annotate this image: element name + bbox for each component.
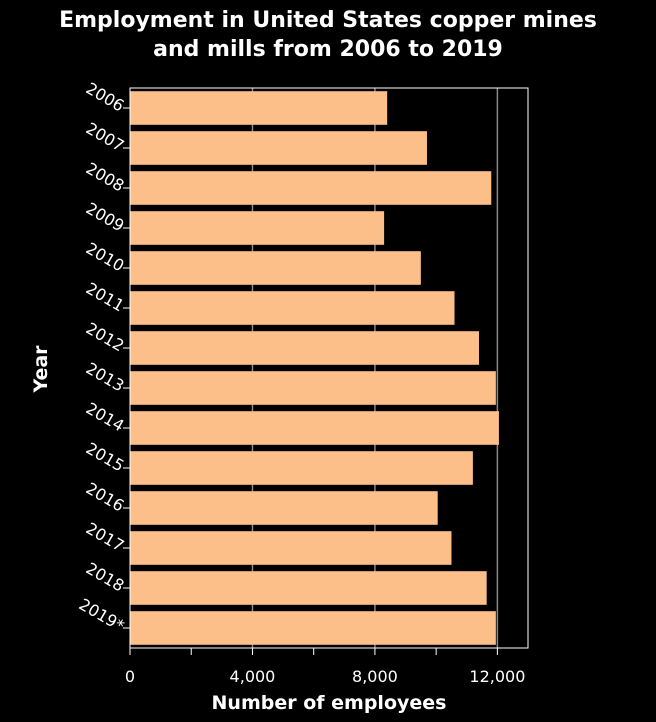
bar-2011 <box>130 291 455 325</box>
y-tick-label: 2008 <box>83 159 128 196</box>
y-tick-label: 2013 <box>83 359 128 396</box>
y-tick-label: 2009 <box>83 199 128 236</box>
bar-2016 <box>130 491 438 525</box>
y-tick-label: 2017 <box>83 519 128 556</box>
bar-2019* <box>130 611 496 645</box>
bar-2009 <box>130 211 385 245</box>
chart-title: Employment in United States copper mines… <box>59 8 597 62</box>
bar-2013 <box>130 371 496 405</box>
bar-2010 <box>130 251 421 285</box>
bar-2015 <box>130 451 473 485</box>
x-tick-label: 8,000 <box>352 667 398 686</box>
axes <box>129 87 529 649</box>
y-tick-label: 2012 <box>83 319 128 356</box>
bar-2008 <box>130 171 492 205</box>
x-tick-label: 4,000 <box>230 667 276 686</box>
plot-frame <box>129 87 529 649</box>
x-axis-title: Number of employees <box>212 692 447 714</box>
y-axis-title: Year <box>30 345 52 394</box>
x-tick-labels: 0 4,000 8,000 12,000 <box>125 648 525 686</box>
bar-2018 <box>130 571 487 605</box>
y-tick-label: 2010 <box>83 239 128 276</box>
bar-2017 <box>130 531 452 565</box>
x-tick-label: 0 <box>125 667 135 686</box>
bar-2006 <box>130 91 388 125</box>
y-tick-label: 2016 <box>83 479 128 516</box>
bars <box>130 91 499 645</box>
bar-2014 <box>130 411 499 445</box>
y-tick-label: 2014 <box>83 399 128 436</box>
y-tick-label: 2006 <box>83 79 128 116</box>
y-tick-label: 2011 <box>83 279 128 316</box>
y-tick-labels: 2006200720082009201020112012201320142015… <box>76 79 130 636</box>
y-tick-label: 2018 <box>83 559 128 596</box>
x-tick-label: 12,000 <box>469 667 525 686</box>
y-tick-label: 2019* <box>76 595 128 636</box>
bar-2012 <box>130 331 480 365</box>
y-tick-label: 2015 <box>83 439 128 476</box>
y-tick-label: 2007 <box>83 119 128 156</box>
bar-2007 <box>130 131 427 165</box>
